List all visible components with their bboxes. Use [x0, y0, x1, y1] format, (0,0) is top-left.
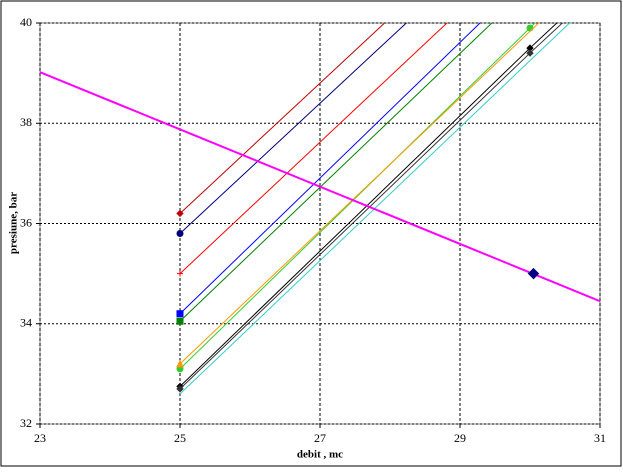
series-line — [179, 23, 386, 214]
marker — [176, 209, 184, 218]
series-line — [179, 23, 408, 234]
marker — [176, 310, 184, 318]
plot — [40, 23, 600, 395]
y-tick-label: 36 — [20, 215, 32, 229]
y-tick-label: 40 — [20, 15, 32, 29]
marker — [176, 230, 184, 238]
x-tick-label: 31 — [594, 431, 606, 445]
y-tick-label: 32 — [20, 416, 32, 430]
y-tick-label: 34 — [20, 316, 32, 330]
x-tick-label: 25 — [174, 431, 186, 445]
series-line — [179, 23, 540, 365]
marker — [526, 24, 534, 32]
marker — [177, 270, 183, 277]
y-axis-title: presiune, bar — [8, 192, 20, 254]
x-tick-label: 27 — [314, 431, 326, 445]
x-axis-title: debit , mc — [297, 449, 343, 461]
marker — [526, 49, 534, 57]
marker — [176, 317, 184, 325]
marker — [176, 385, 184, 393]
x-tick-label: 29 — [454, 431, 466, 445]
x-tick-label: 23 — [34, 431, 46, 445]
series-line — [179, 23, 481, 315]
y-tick-label: 38 — [20, 115, 32, 129]
series-line — [179, 23, 571, 395]
series-line — [40, 71, 600, 303]
series-line — [179, 23, 448, 274]
marker — [527, 267, 540, 280]
series-line — [179, 23, 493, 322]
marker — [176, 359, 184, 368]
